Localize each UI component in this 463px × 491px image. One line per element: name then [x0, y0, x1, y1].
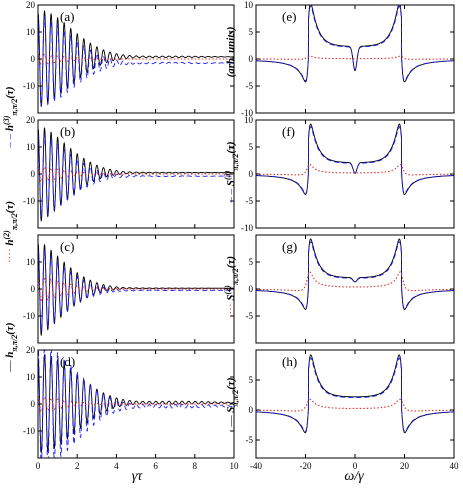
- y-tick-label: 0: [249, 405, 254, 415]
- panel-label: (a): [60, 9, 74, 24]
- x-tick-label: 6: [153, 461, 158, 471]
- x-tick-label: 8: [193, 461, 198, 471]
- x-tick-label: 40: [450, 461, 460, 471]
- y-tick-label: 20: [26, 0, 36, 10]
- x-axis-label-left: γτ: [132, 469, 144, 484]
- y-tick-label: 5: [249, 257, 254, 267]
- series-line-1: [38, 9, 234, 108]
- y-label-s3: – – S(3)π,π/2(τ): [223, 141, 240, 203]
- panel-label: (b): [60, 124, 75, 139]
- y-axis-labels: – – h(3)π,π/2(τ) ···· h(2)π,π/2(τ) — hπ,π/…: [2, 27, 240, 428]
- series-line-3: [38, 53, 234, 65]
- series-line-2: [256, 357, 454, 432]
- series-line-3: [256, 398, 454, 412]
- series-line-2: [38, 350, 234, 458]
- series-line-1: [38, 243, 234, 337]
- x-tick-label: 10: [230, 461, 240, 471]
- y-tick-label: 5: [249, 142, 254, 152]
- series-line-3: [38, 276, 234, 303]
- y-tick-label: 10: [26, 142, 36, 152]
- y-tick-label: 10: [26, 257, 36, 267]
- x-tick-label: -20: [300, 461, 312, 471]
- series-line-3: [256, 271, 454, 292]
- x-tick-label: -40: [250, 461, 262, 471]
- y-tick-label: 0: [249, 169, 254, 179]
- series-line-2: [256, 241, 454, 309]
- y-tick-label: -10: [241, 223, 253, 233]
- panel-c: -10 0 10 (c): [23, 234, 235, 344]
- y-tick-label: 0: [249, 54, 254, 64]
- panel-label: (h): [282, 354, 297, 369]
- y-label-h2: ···· h(2)π,π/2(τ): [2, 201, 19, 263]
- y-tick-label: -5: [246, 311, 254, 321]
- panel-label: (e): [282, 9, 296, 24]
- x-tick-label: 4: [114, 461, 119, 471]
- series-line-3: [38, 396, 234, 413]
- y-tick-label: -5: [246, 196, 254, 206]
- panel-label: (g): [282, 239, 297, 254]
- y-tick-label: 5: [249, 27, 254, 37]
- y-label-arb-units: (arb. units): [225, 27, 237, 78]
- panel-a: -10 0 10 20 (a): [23, 0, 235, 114]
- y-tick-label: 10: [26, 372, 36, 382]
- panel-label: (c): [60, 239, 74, 254]
- y-label-h3: – – h(3)π,π/2(τ): [2, 86, 19, 148]
- x-tick-label: 20: [400, 461, 410, 471]
- panel-e: -10 -5 0 5 10 (e): [241, 0, 455, 118]
- series-line-1: [38, 127, 234, 222]
- panel-label: (f): [282, 124, 295, 139]
- x-axis-label-right: ω/γ: [344, 469, 364, 484]
- y-tick-label: 20: [26, 345, 36, 355]
- x-tick-label: 0: [353, 461, 358, 471]
- panel-d: -10 0 10 20 0 2 4 6 8 10 (d): [23, 345, 239, 471]
- panel-f: -10 -5 0 5 10 (f): [241, 115, 455, 233]
- series-line-2: [38, 133, 234, 218]
- series-line-3: [256, 55, 454, 60]
- panel-h: -5 0 5 -40 -20 0 20 40 (h): [246, 349, 460, 471]
- x-tick-label: 0: [36, 461, 41, 471]
- y-tick-label: -10: [23, 196, 35, 206]
- y-tick-label: 10: [244, 0, 254, 10]
- y-tick-label: -5: [246, 81, 254, 91]
- y-label-s2: ···· S(2)π,π/2(τ): [223, 256, 240, 318]
- y-tick-label: 5: [249, 375, 254, 385]
- panel-label: (d): [60, 354, 75, 369]
- panel-b: -10 0 10 20 (b): [23, 115, 235, 229]
- y-tick-label: 10: [26, 27, 36, 37]
- y-tick-label: -10: [241, 108, 253, 118]
- series-line-2: [256, 126, 454, 194]
- series-line-2: [38, 15, 234, 107]
- y-tick-label: 10: [244, 115, 254, 125]
- y-tick-label: 0: [31, 169, 36, 179]
- panel-g: -5 0 5 (g): [246, 234, 455, 344]
- x-tick-label: 2: [75, 461, 80, 471]
- y-tick-label: 0: [31, 284, 36, 294]
- y-tick-label: 0: [249, 284, 254, 294]
- series-line-2: [256, 5, 454, 82]
- series-line-3: [38, 166, 234, 183]
- panels: -1001020(a)-1001020(b)-10010(c)-10010200…: [23, 0, 459, 471]
- series-line-2: [38, 249, 234, 332]
- y-tick-label: -10: [23, 311, 35, 321]
- y-tick-label: -10: [23, 81, 35, 91]
- y-tick-label: 0: [31, 399, 36, 409]
- y-tick-label: 0: [31, 54, 36, 64]
- y-tick-label: -10: [23, 426, 35, 436]
- y-label-s: — Sπ,π/2(τ): [225, 377, 240, 427]
- y-tick-label: -5: [246, 435, 254, 445]
- y-label-h: — hπ,π/2(τ): [4, 322, 19, 372]
- y-tick-label: 20: [26, 115, 36, 125]
